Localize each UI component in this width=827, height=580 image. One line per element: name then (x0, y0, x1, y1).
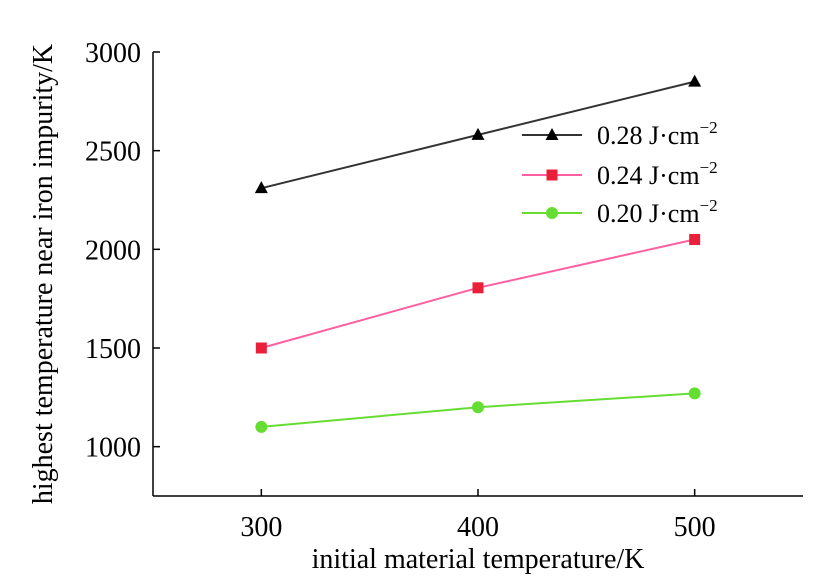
y-axis-label: highest temperature near iron impurity/K (28, 44, 59, 504)
series-circle (255, 387, 701, 433)
data-point (471, 127, 485, 140)
series-layer (254, 74, 702, 433)
series-square (255, 233, 701, 354)
legend-marker (545, 128, 559, 140)
legend-label-exponent: −2 (700, 118, 718, 137)
y-tick-label: 2000 (85, 235, 141, 266)
legend-label-text: 0.24 J·cm (597, 161, 700, 190)
legend-item: 0.20 J·cm−2 (522, 196, 718, 228)
legend-label-exponent: −2 (700, 196, 718, 215)
legend-marker (546, 207, 558, 219)
y-tick-label: 2500 (85, 137, 141, 168)
x-tick-label: 400 (457, 512, 499, 543)
y-tick-label: 1500 (85, 334, 141, 365)
y-axis-ticks: 1000 1500 2000 2500 3000 (85, 38, 160, 464)
legend-item: 0.24 J·cm−2 (522, 158, 718, 190)
data-point (254, 181, 268, 194)
legend-label-text: 0.20 J·cm (597, 199, 700, 228)
y-tick-label: 3000 (85, 38, 141, 69)
data-point (255, 342, 267, 354)
data-point (255, 420, 268, 433)
data-point (688, 74, 702, 87)
x-tick-label: 500 (674, 512, 716, 543)
legend: 0.28 J·cm−20.24 J·cm−20.20 J·cm−2 (522, 118, 718, 228)
data-point (688, 387, 701, 400)
series-triangle (254, 74, 702, 194)
legend-label: 0.20 J·cm−2 (597, 196, 718, 228)
data-point (472, 401, 484, 414)
legend-label-text: 0.28 J·cm (597, 121, 700, 150)
legend-label: 0.24 J·cm−2 (597, 158, 718, 190)
legend-item: 0.28 J·cm−2 (522, 118, 718, 150)
series-line (261, 238, 695, 349)
x-axis-ticks: 300 400 500 (240, 489, 716, 543)
data-point (689, 233, 701, 245)
legend-label: 0.28 J·cm−2 (597, 118, 718, 150)
data-point (472, 282, 484, 294)
y-tick-label: 1000 (85, 433, 141, 464)
legend-marker (546, 169, 558, 181)
x-axis-label: initial material temperature/K (312, 544, 645, 575)
x-tick-label: 300 (240, 512, 282, 543)
legend-label-exponent: −2 (700, 158, 718, 177)
